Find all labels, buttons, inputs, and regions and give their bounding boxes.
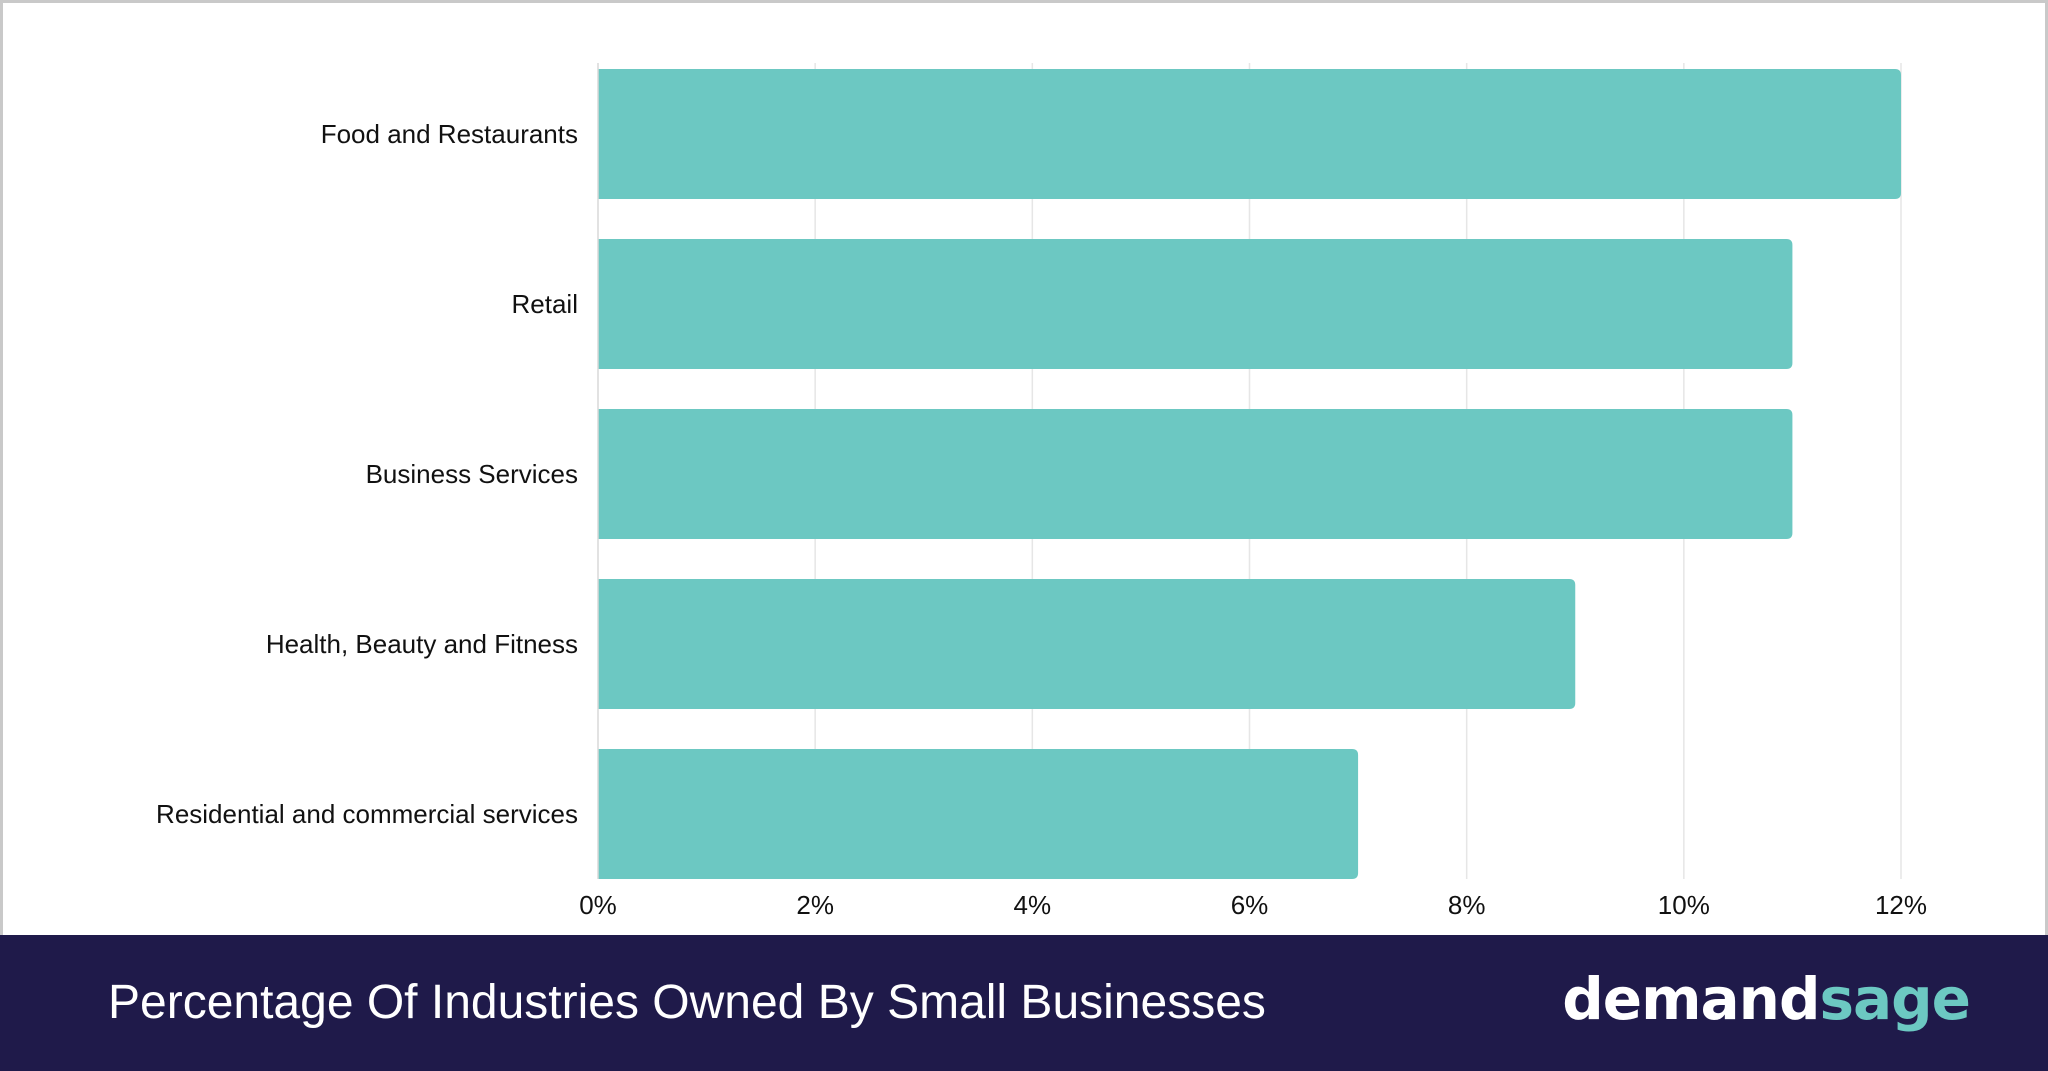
x-tick-label-5: 10% (1658, 890, 1710, 920)
x-tick-label-1: 2% (796, 890, 834, 920)
x-tick-label-3: 6% (1231, 890, 1269, 920)
bar-4 (598, 749, 1359, 879)
bar-chart: Food and Restaurants Retail Business Servi… (156, 63, 1927, 920)
bar-2 (598, 409, 1793, 539)
category-label-0: Food and Restaurants (321, 119, 578, 149)
x-tick-label-4: 8% (1448, 890, 1486, 920)
category-label-2: Business Services (366, 459, 578, 489)
bar-3 (598, 579, 1576, 709)
brand-logo-part2: sage (1819, 965, 1971, 1033)
category-label-3: Health, Beauty and Fitness (266, 629, 578, 659)
chart-title: Percentage Of Industries Owned By Small … (108, 976, 1266, 1029)
footer-banner: Percentage Of Industries Owned By Small … (0, 935, 2048, 1071)
bar-0 (598, 69, 1901, 199)
x-tick-label-6: 12% (1875, 890, 1927, 920)
brand-logo: demandsage (1562, 935, 1971, 1071)
bar-1 (598, 239, 1793, 369)
brand-logo-part1: demand (1562, 965, 1820, 1033)
category-label-4: Residential and commercial services (156, 799, 578, 829)
category-label-1: Retail (512, 289, 578, 319)
x-tick-label-0: 0% (579, 890, 617, 920)
x-tick-label-2: 4% (1014, 890, 1052, 920)
